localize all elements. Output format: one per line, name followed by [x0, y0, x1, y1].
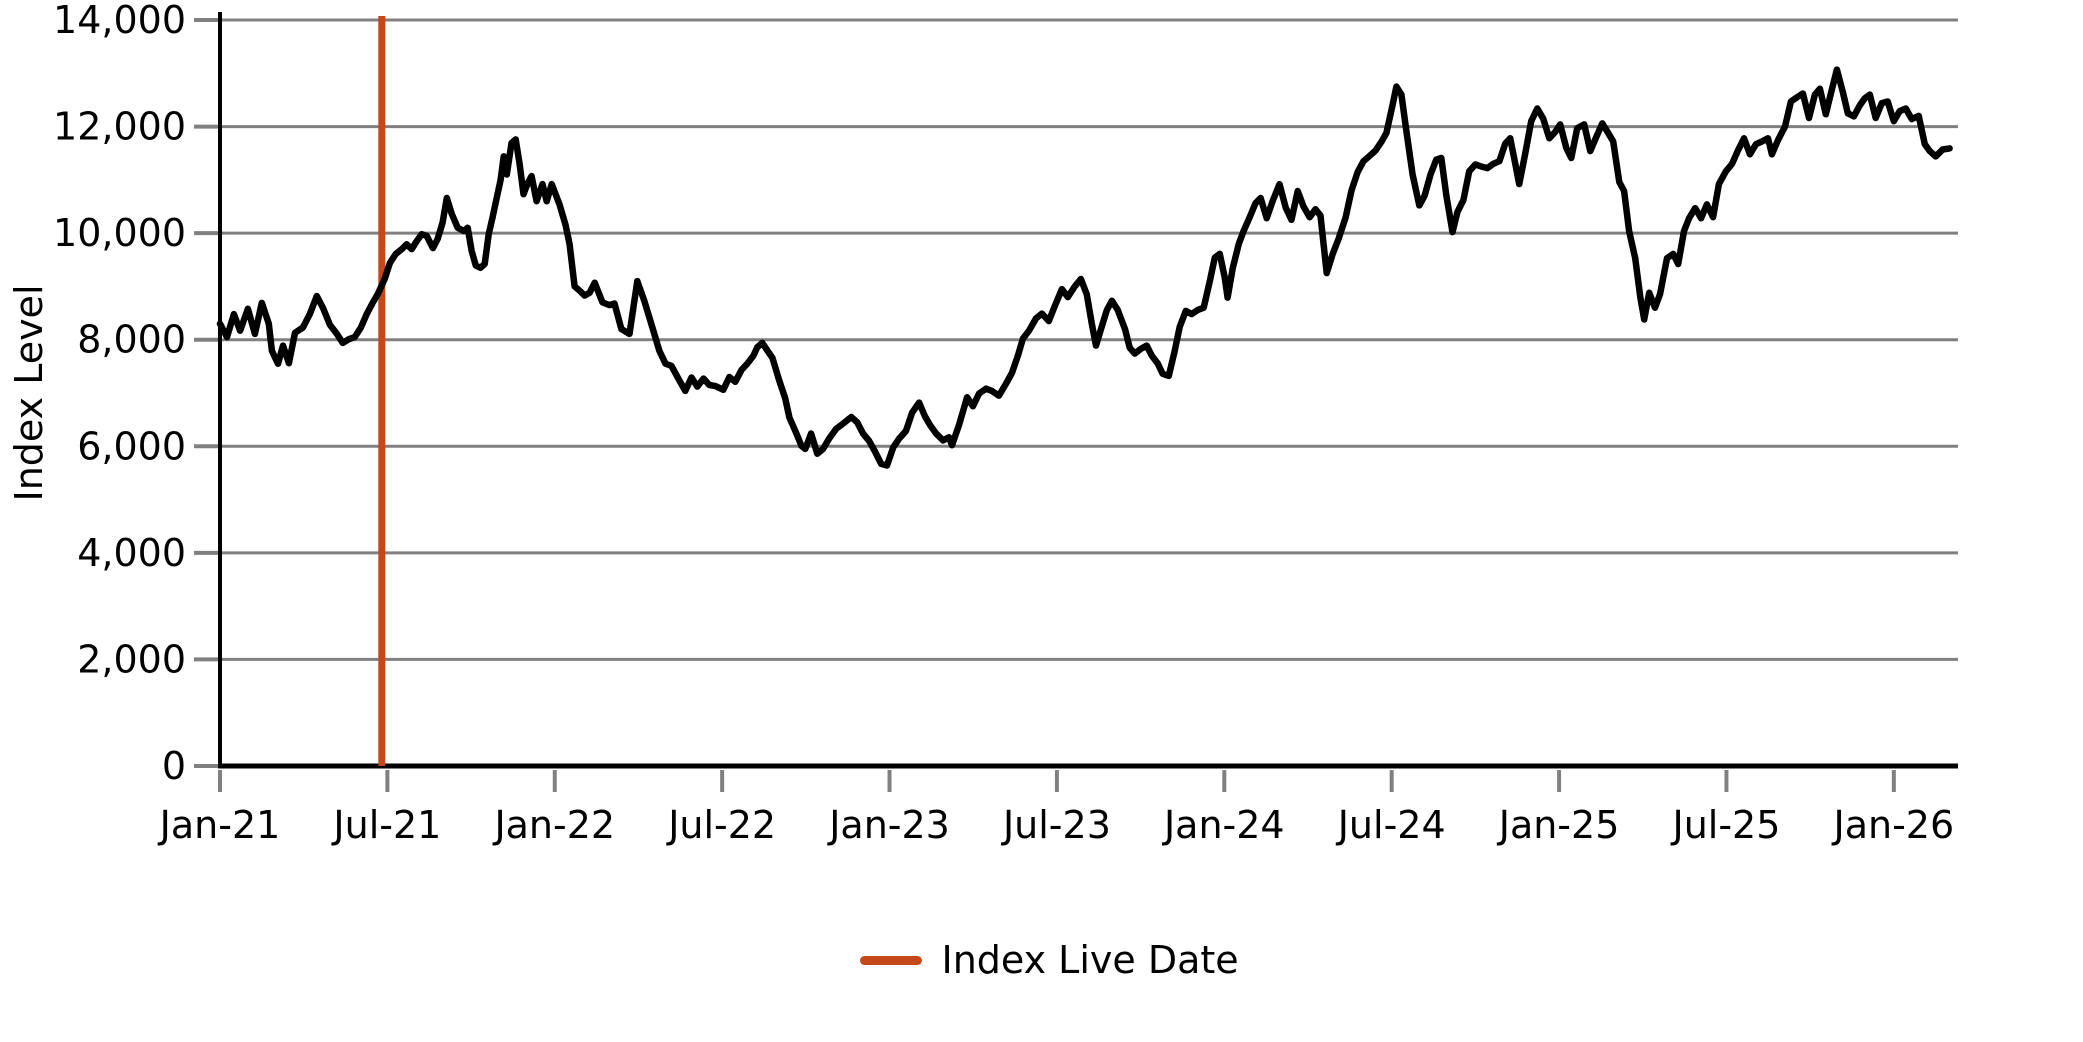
x-tick-label: Jan-26 — [1832, 803, 1955, 847]
x-tick-label: Jul-25 — [1670, 803, 1780, 847]
legend: Index Live Date — [859, 938, 1239, 982]
y-tick-label: 6,000 — [77, 424, 186, 468]
x-tick-label: Jan-25 — [1497, 803, 1620, 847]
x-tick-label: Jan-22 — [492, 803, 615, 847]
y-tick-label: 14,000 — [53, 0, 186, 42]
x-axis-ticks — [218, 770, 1896, 792]
y-tick-label: 12,000 — [53, 105, 186, 149]
x-axis-tick-labels: Jan-21 Jul-21 Jan-22 Jul-22 Jan-23 Jul-23 Jan-… — [158, 803, 1954, 847]
x-tick-label: Jul-24 — [1336, 803, 1446, 847]
x-tick-label: Jan-23 — [827, 803, 950, 847]
y-tick-label: 4,000 — [77, 531, 186, 575]
x-tick-label: Jul-21 — [331, 803, 441, 847]
y-tick-label: 2,000 — [77, 637, 186, 681]
y-tick-label: 8,000 — [77, 318, 186, 362]
gridlines — [220, 18, 1958, 661]
y-tick-label: 10,000 — [53, 211, 186, 255]
x-tick-label: Jul-22 — [666, 803, 776, 847]
y-axis-tick-labels: 0 2,000 4,000 6,000 8,000 10,000 12,000 14,000 — [53, 0, 186, 788]
legend-line-swatch — [859, 955, 922, 965]
y-axis-title: Index Level — [7, 285, 51, 502]
y-tick-label: 0 — [162, 744, 186, 788]
x-tick-label: Jan-24 — [1162, 803, 1285, 847]
index-level-line — [216, 66, 1953, 469]
y-axis-ticks — [194, 18, 218, 768]
x-tick-label: Jan-21 — [158, 803, 281, 847]
x-tick-label: Jul-23 — [1001, 803, 1111, 847]
legend-label: Index Live Date — [941, 938, 1239, 982]
